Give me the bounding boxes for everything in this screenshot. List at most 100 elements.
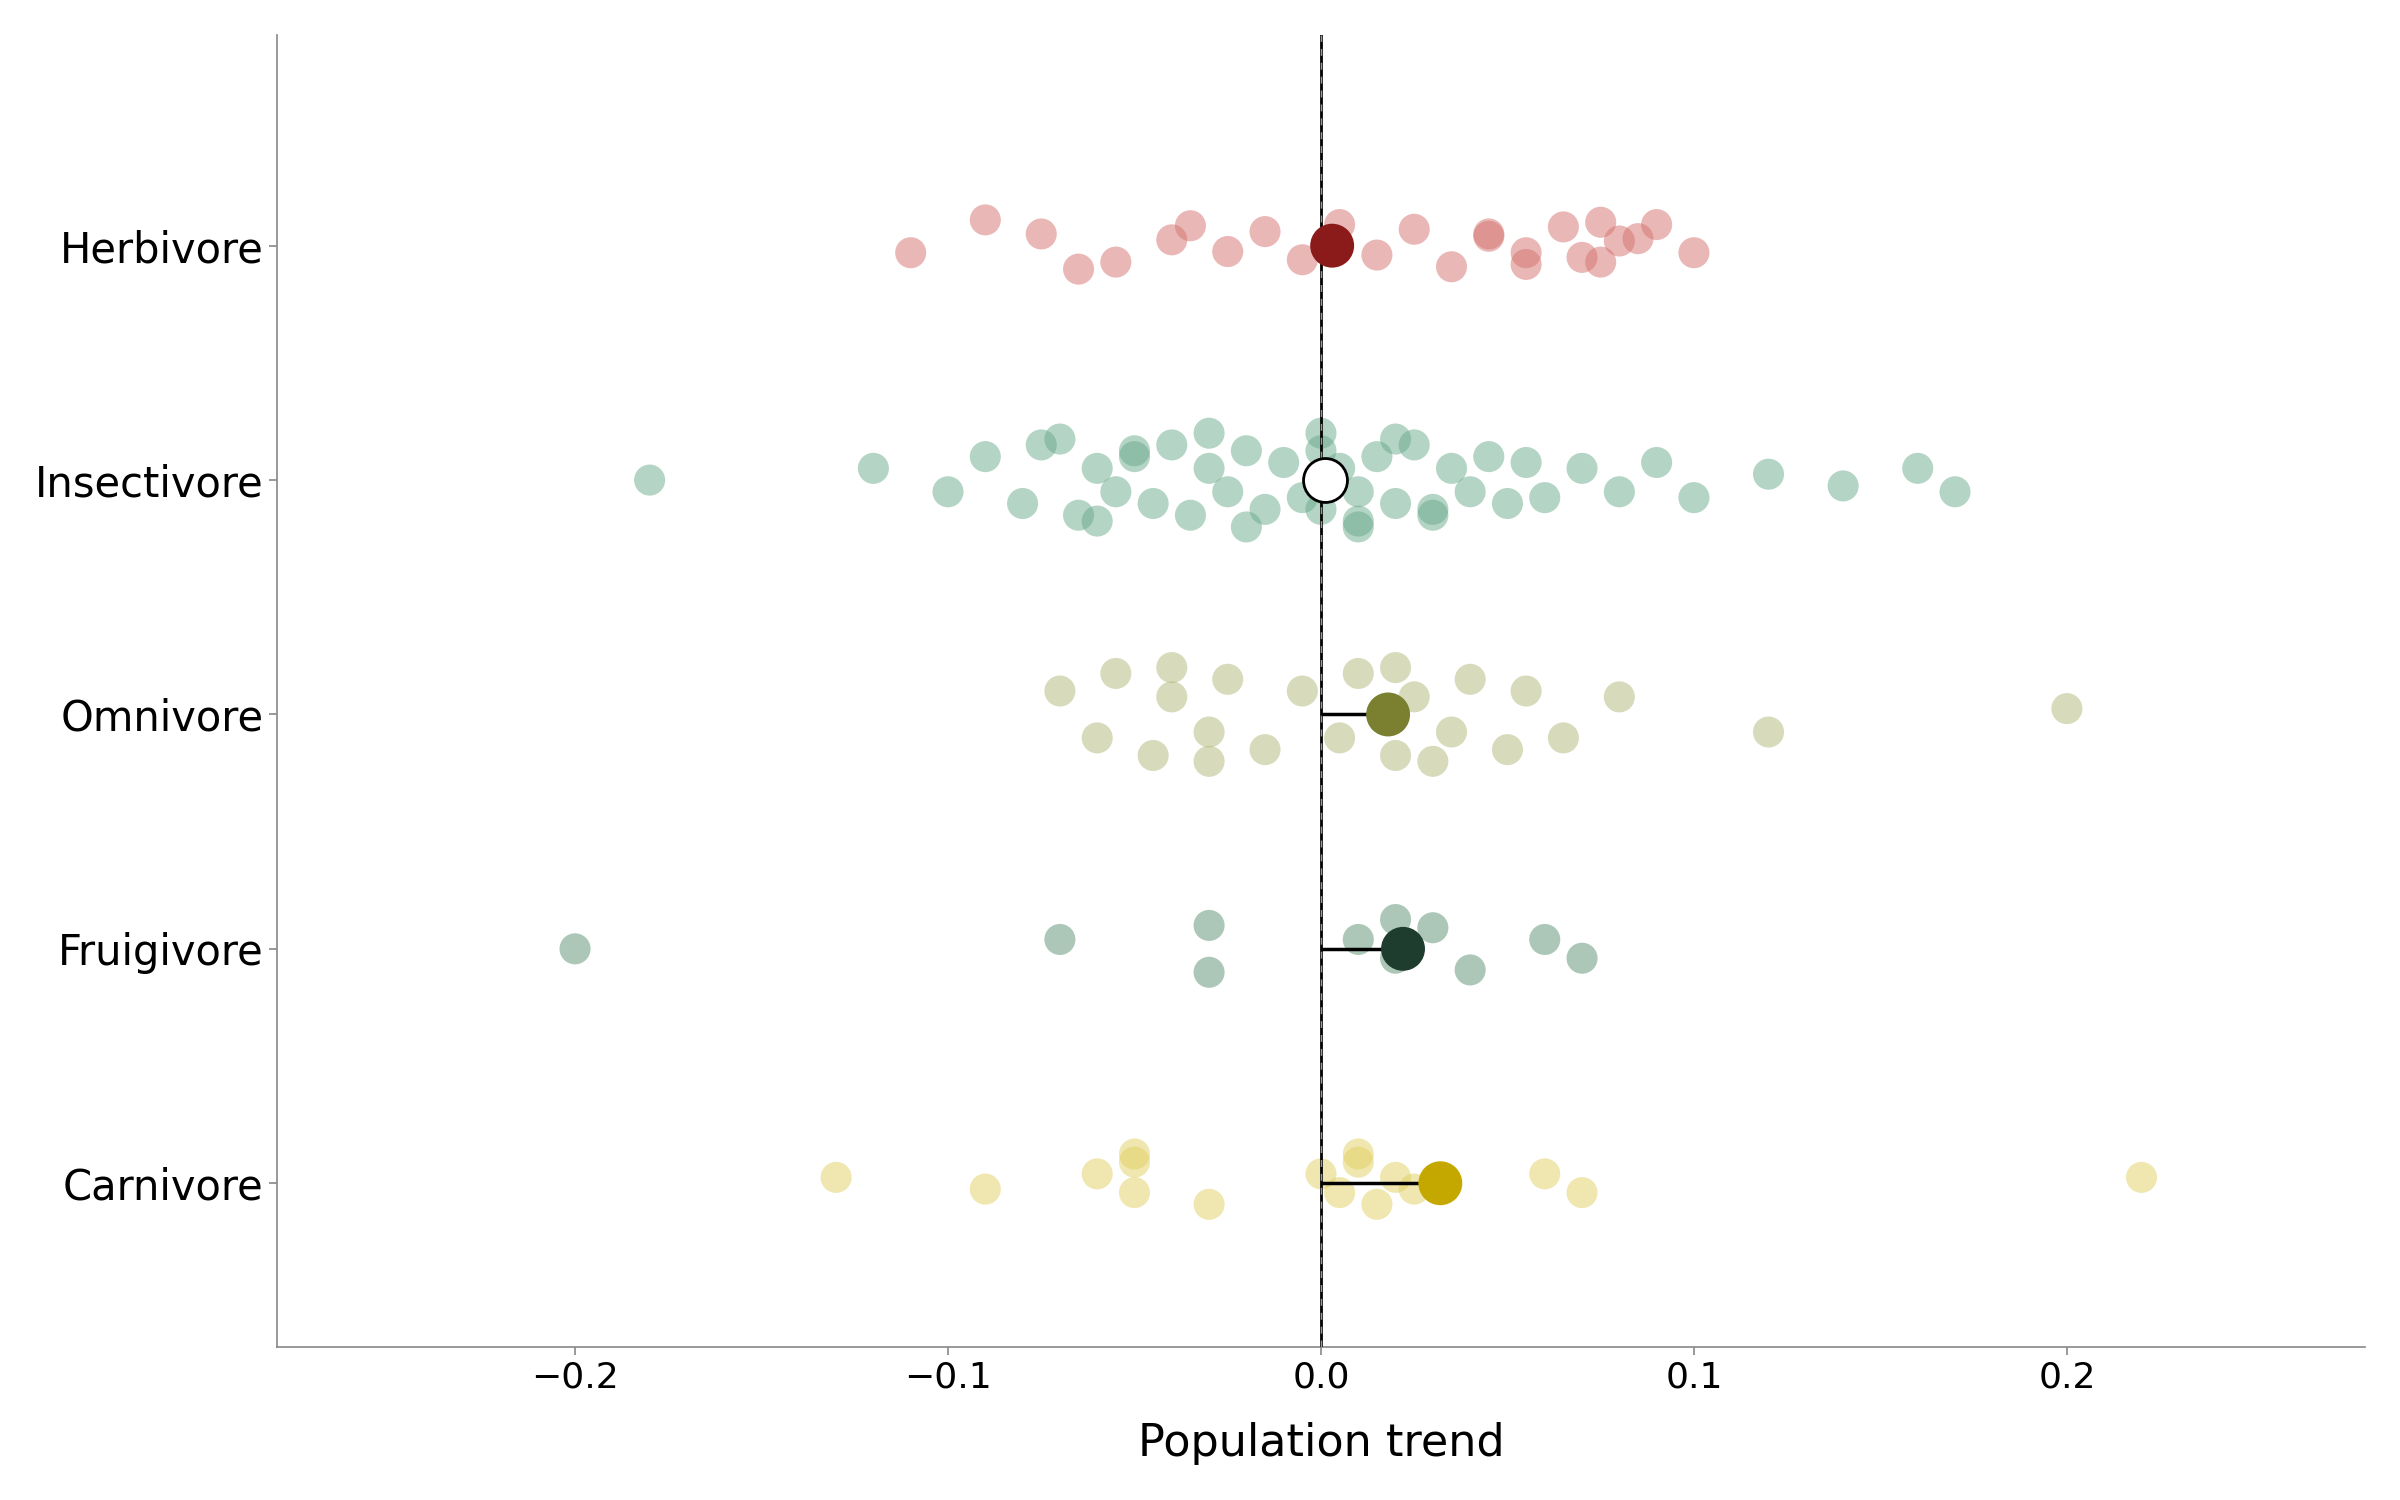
Point [1190, 914, 1229, 938]
X-axis label: Population trend: Population trend [1138, 1422, 1505, 1466]
Point [557, 938, 595, 962]
Point [1210, 668, 1248, 692]
Point [1152, 228, 1190, 252]
Point [1265, 450, 1303, 474]
Point [1078, 1162, 1116, 1186]
Point [1488, 492, 1526, 516]
Point [1750, 462, 1788, 486]
Point [1358, 444, 1397, 468]
Point [1562, 246, 1601, 270]
Point [1097, 251, 1135, 274]
Point [1301, 440, 1339, 464]
Point [1824, 474, 1862, 498]
Point [1601, 480, 1639, 504]
Point [1306, 468, 1344, 492]
Point [1171, 503, 1210, 526]
Point [967, 209, 1006, 232]
Point [1414, 915, 1452, 939]
Point [1058, 256, 1097, 280]
Point [1116, 1142, 1154, 1166]
Point [1394, 217, 1433, 242]
Point [1133, 492, 1171, 516]
Point [1116, 444, 1154, 468]
Point [1190, 422, 1229, 446]
Point [1152, 686, 1190, 709]
Point [1526, 486, 1565, 510]
Point [1469, 222, 1507, 246]
Point [1675, 486, 1714, 510]
Point [1152, 656, 1190, 680]
Point [1526, 927, 1565, 951]
Point [1152, 433, 1190, 457]
Point [1562, 456, 1601, 480]
Point [1339, 514, 1378, 538]
Point [1246, 498, 1284, 522]
Point [1526, 1162, 1565, 1186]
Point [854, 456, 893, 480]
Point [1582, 251, 1620, 274]
Point [1078, 509, 1116, 532]
Point [1246, 738, 1284, 762]
Point [1358, 243, 1397, 267]
Point [1637, 450, 1675, 474]
Point [1433, 255, 1471, 279]
Point [1469, 444, 1507, 468]
Point [1433, 720, 1471, 744]
Point [1394, 686, 1433, 709]
Point [1375, 1166, 1414, 1190]
Point [1190, 720, 1229, 744]
Point [1601, 686, 1639, 709]
Point [1375, 427, 1414, 451]
Point [1414, 750, 1452, 774]
Point [1637, 213, 1675, 237]
Point [1488, 738, 1526, 762]
Point [1582, 210, 1620, 234]
Point [1339, 1150, 1378, 1174]
Point [1190, 456, 1229, 480]
Point [1507, 252, 1546, 276]
Point [1301, 1162, 1339, 1186]
Point [1190, 960, 1229, 984]
Point [1543, 214, 1582, 238]
Point [967, 1178, 1006, 1202]
Point [1543, 726, 1582, 750]
Point [1368, 702, 1406, 726]
Point [1507, 680, 1546, 703]
Point [1394, 433, 1433, 457]
Point [1301, 422, 1339, 446]
Point [1284, 486, 1322, 510]
Point [1452, 668, 1490, 692]
Point [1358, 1192, 1397, 1216]
Point [1210, 240, 1248, 264]
Point [1562, 946, 1601, 970]
Point [1042, 680, 1080, 703]
Point [1190, 750, 1229, 774]
Point [1022, 222, 1061, 246]
Point [1507, 450, 1546, 474]
Point [1058, 503, 1097, 526]
Point [1284, 680, 1322, 703]
Point [1320, 726, 1358, 750]
Point [1394, 1178, 1433, 1202]
Point [1339, 509, 1378, 532]
Point [1022, 433, 1061, 457]
Point [1898, 456, 1937, 480]
Point [1226, 514, 1265, 538]
Point [1452, 480, 1490, 504]
Point [1452, 958, 1490, 982]
Point [1116, 1180, 1154, 1204]
Point [1375, 946, 1414, 970]
Point [1507, 240, 1546, 264]
Point [1375, 492, 1414, 516]
Point [1385, 938, 1423, 962]
Point [929, 480, 967, 504]
Point [1133, 744, 1171, 768]
Point [1042, 927, 1080, 951]
Point [1078, 726, 1116, 750]
Point [1320, 456, 1358, 480]
Point [1675, 240, 1714, 264]
Point [1190, 1192, 1229, 1216]
Point [1433, 456, 1471, 480]
Point [1226, 440, 1265, 464]
Point [1301, 498, 1339, 522]
